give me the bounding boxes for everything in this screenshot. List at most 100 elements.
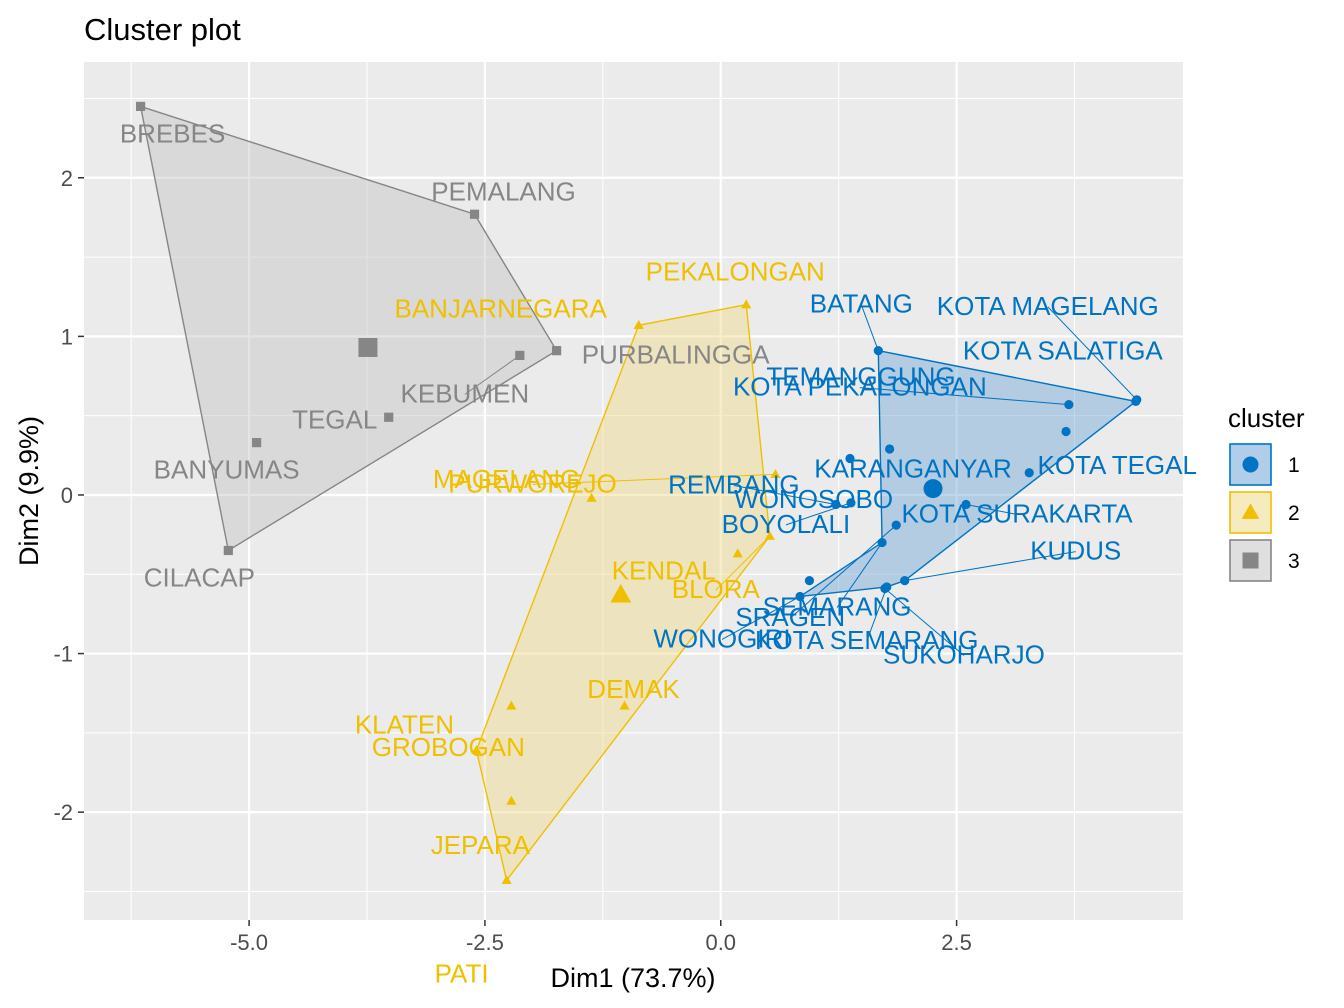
plot-panel	[84, 62, 1183, 920]
legend-symbol-2	[1241, 503, 1260, 519]
point-grobogan	[506, 700, 517, 710]
connector-kota-surakarta	[965, 503, 1018, 515]
connector-kota-magelang	[1047, 306, 1138, 401]
label-brebes: BREBES	[120, 118, 226, 148]
label-wonogiri: WONOGIRI	[653, 623, 790, 653]
point-purbalingga	[552, 346, 562, 356]
label-kudus: KUDUS	[1030, 536, 1121, 566]
label-karanganyar: KARANGANYAR	[814, 453, 1011, 483]
point-kudus	[900, 576, 910, 586]
legend-label-3: 3	[1288, 550, 1300, 573]
y-tick-label: -1	[53, 642, 73, 667]
legend-symbol-1	[1242, 456, 1259, 473]
point-cluster-1-unlabeled	[804, 576, 815, 586]
minor-gridlines	[84, 62, 1183, 920]
point-pati	[501, 875, 512, 885]
point-pemalang	[469, 209, 480, 219]
label-sukoharjo: SUKOHARJO	[883, 640, 1045, 670]
y-tick-label: 1	[61, 324, 73, 349]
point-rembang	[831, 499, 841, 510]
label-kota-tegal: KOTA TEGAL	[1038, 450, 1197, 480]
point-purworejo	[770, 469, 781, 479]
label-connectors	[464, 304, 1138, 656]
point-brebes	[136, 101, 146, 112]
y-axis-title: Dim2 (9.9%)	[14, 416, 44, 566]
label-klaten: KLATEN	[355, 709, 454, 739]
point-karanganyar	[845, 453, 855, 464]
label-wonosobo: WONOSOBO	[734, 484, 893, 514]
chart-title: Cluster plot	[84, 12, 241, 47]
point-sukoharjo	[880, 583, 890, 594]
label-batang: BATANG	[810, 289, 913, 319]
y-tick-label: 0	[61, 483, 73, 508]
legend: cluster 1 2 3	[1228, 403, 1305, 582]
point-cilacap	[223, 545, 233, 556]
connector-batang	[860, 304, 879, 351]
y-axis: -2 -1 0 1 2	[53, 166, 84, 825]
label-kota-magelang: KOTA MAGELANG	[937, 291, 1159, 321]
label-kota-surakarta: KOTA SURAKARTA	[901, 498, 1133, 528]
connector-boyolali	[785, 502, 852, 526]
centroid-cluster-3	[358, 337, 378, 357]
legend-symbol-3	[1242, 552, 1259, 569]
centroid-cluster-2	[610, 584, 632, 603]
connector-blora	[715, 535, 771, 591]
label-kota-salatiga: KOTA SALATIGA	[963, 335, 1164, 365]
label-grobogan: GROBOGAN	[372, 732, 525, 762]
x-tick-label: -5.0	[230, 930, 268, 955]
connector-wonogiri	[721, 596, 801, 640]
point-labels: BATANG KOTA MAGELANG KOTA SALATIGA KOTA PEK…	[120, 118, 1197, 988]
label-sragen: SRAGEN	[735, 602, 845, 632]
connector-purworejo	[532, 473, 776, 485]
point-tegal	[384, 412, 394, 422]
point-banjarnegara	[633, 320, 644, 329]
label-blora: BLORA	[672, 574, 761, 604]
point-kota-tegal	[1024, 468, 1034, 478]
label-rembang: REMBANG	[668, 469, 799, 499]
label-kendal: KENDAL	[612, 556, 716, 586]
connector-semarang	[836, 542, 883, 608]
label-kebumen: KEBUMEN	[401, 378, 530, 408]
connector-sukoharjo	[884, 588, 965, 656]
label-semarang: SEMARANG	[763, 592, 912, 622]
label-banyumas: BANYUMAS	[154, 455, 300, 485]
connector-kota-semarang	[866, 586, 888, 642]
legend-label-2: 2	[1288, 502, 1300, 525]
point-klaten	[471, 745, 482, 754]
label-magelang: MAGELANG	[433, 464, 580, 494]
point-semarang	[877, 537, 887, 548]
x-axis: -5.0 -2.5 0.0 2.5	[230, 920, 972, 955]
label-cilacap: CILACAP	[144, 562, 255, 592]
y-tick-label: -2	[53, 800, 73, 825]
legend-label-1: 1	[1288, 454, 1300, 477]
x-tick-label: 0.0	[705, 930, 736, 955]
label-kota-semarang: KOTA SEMARANG	[755, 625, 978, 655]
x-tick-label: -2.5	[466, 930, 504, 955]
label-pekalongan: PEKALONGAN	[646, 257, 825, 287]
label-pati: PATI	[435, 958, 489, 988]
x-tick-label: 2.5	[941, 930, 972, 955]
point-boyolali	[846, 498, 856, 508]
point-kota-surakarta	[961, 499, 971, 510]
point-wonosobo	[885, 444, 895, 454]
label-tegal: TEGAL	[292, 404, 377, 434]
point-kota-salatiga	[1131, 396, 1141, 406]
label-jepara: JEPARA	[431, 830, 531, 860]
point-wonogiri	[795, 591, 805, 602]
point-blora	[764, 530, 775, 540]
label-banjarnegara: BANJARNEGARA	[394, 293, 607, 323]
connector-kebumen	[464, 354, 521, 395]
legend-title: cluster	[1228, 403, 1305, 433]
point-kota-pekalongan	[1064, 399, 1074, 410]
label-purbalingga: PURBALINGGA	[582, 340, 770, 370]
point-pekalongan	[741, 299, 752, 309]
point-kebumen	[515, 350, 525, 361]
connector-kota-pekalongan	[859, 387, 1069, 406]
connector-kudus	[904, 551, 1076, 582]
point-temanggung	[1061, 426, 1071, 437]
label-purworejo: PURWOREJO	[448, 468, 617, 498]
point-batang	[873, 346, 883, 356]
label-pemalang: PEMALANG	[431, 176, 576, 206]
label-temanggung: TEMANGGUNG	[766, 362, 955, 392]
